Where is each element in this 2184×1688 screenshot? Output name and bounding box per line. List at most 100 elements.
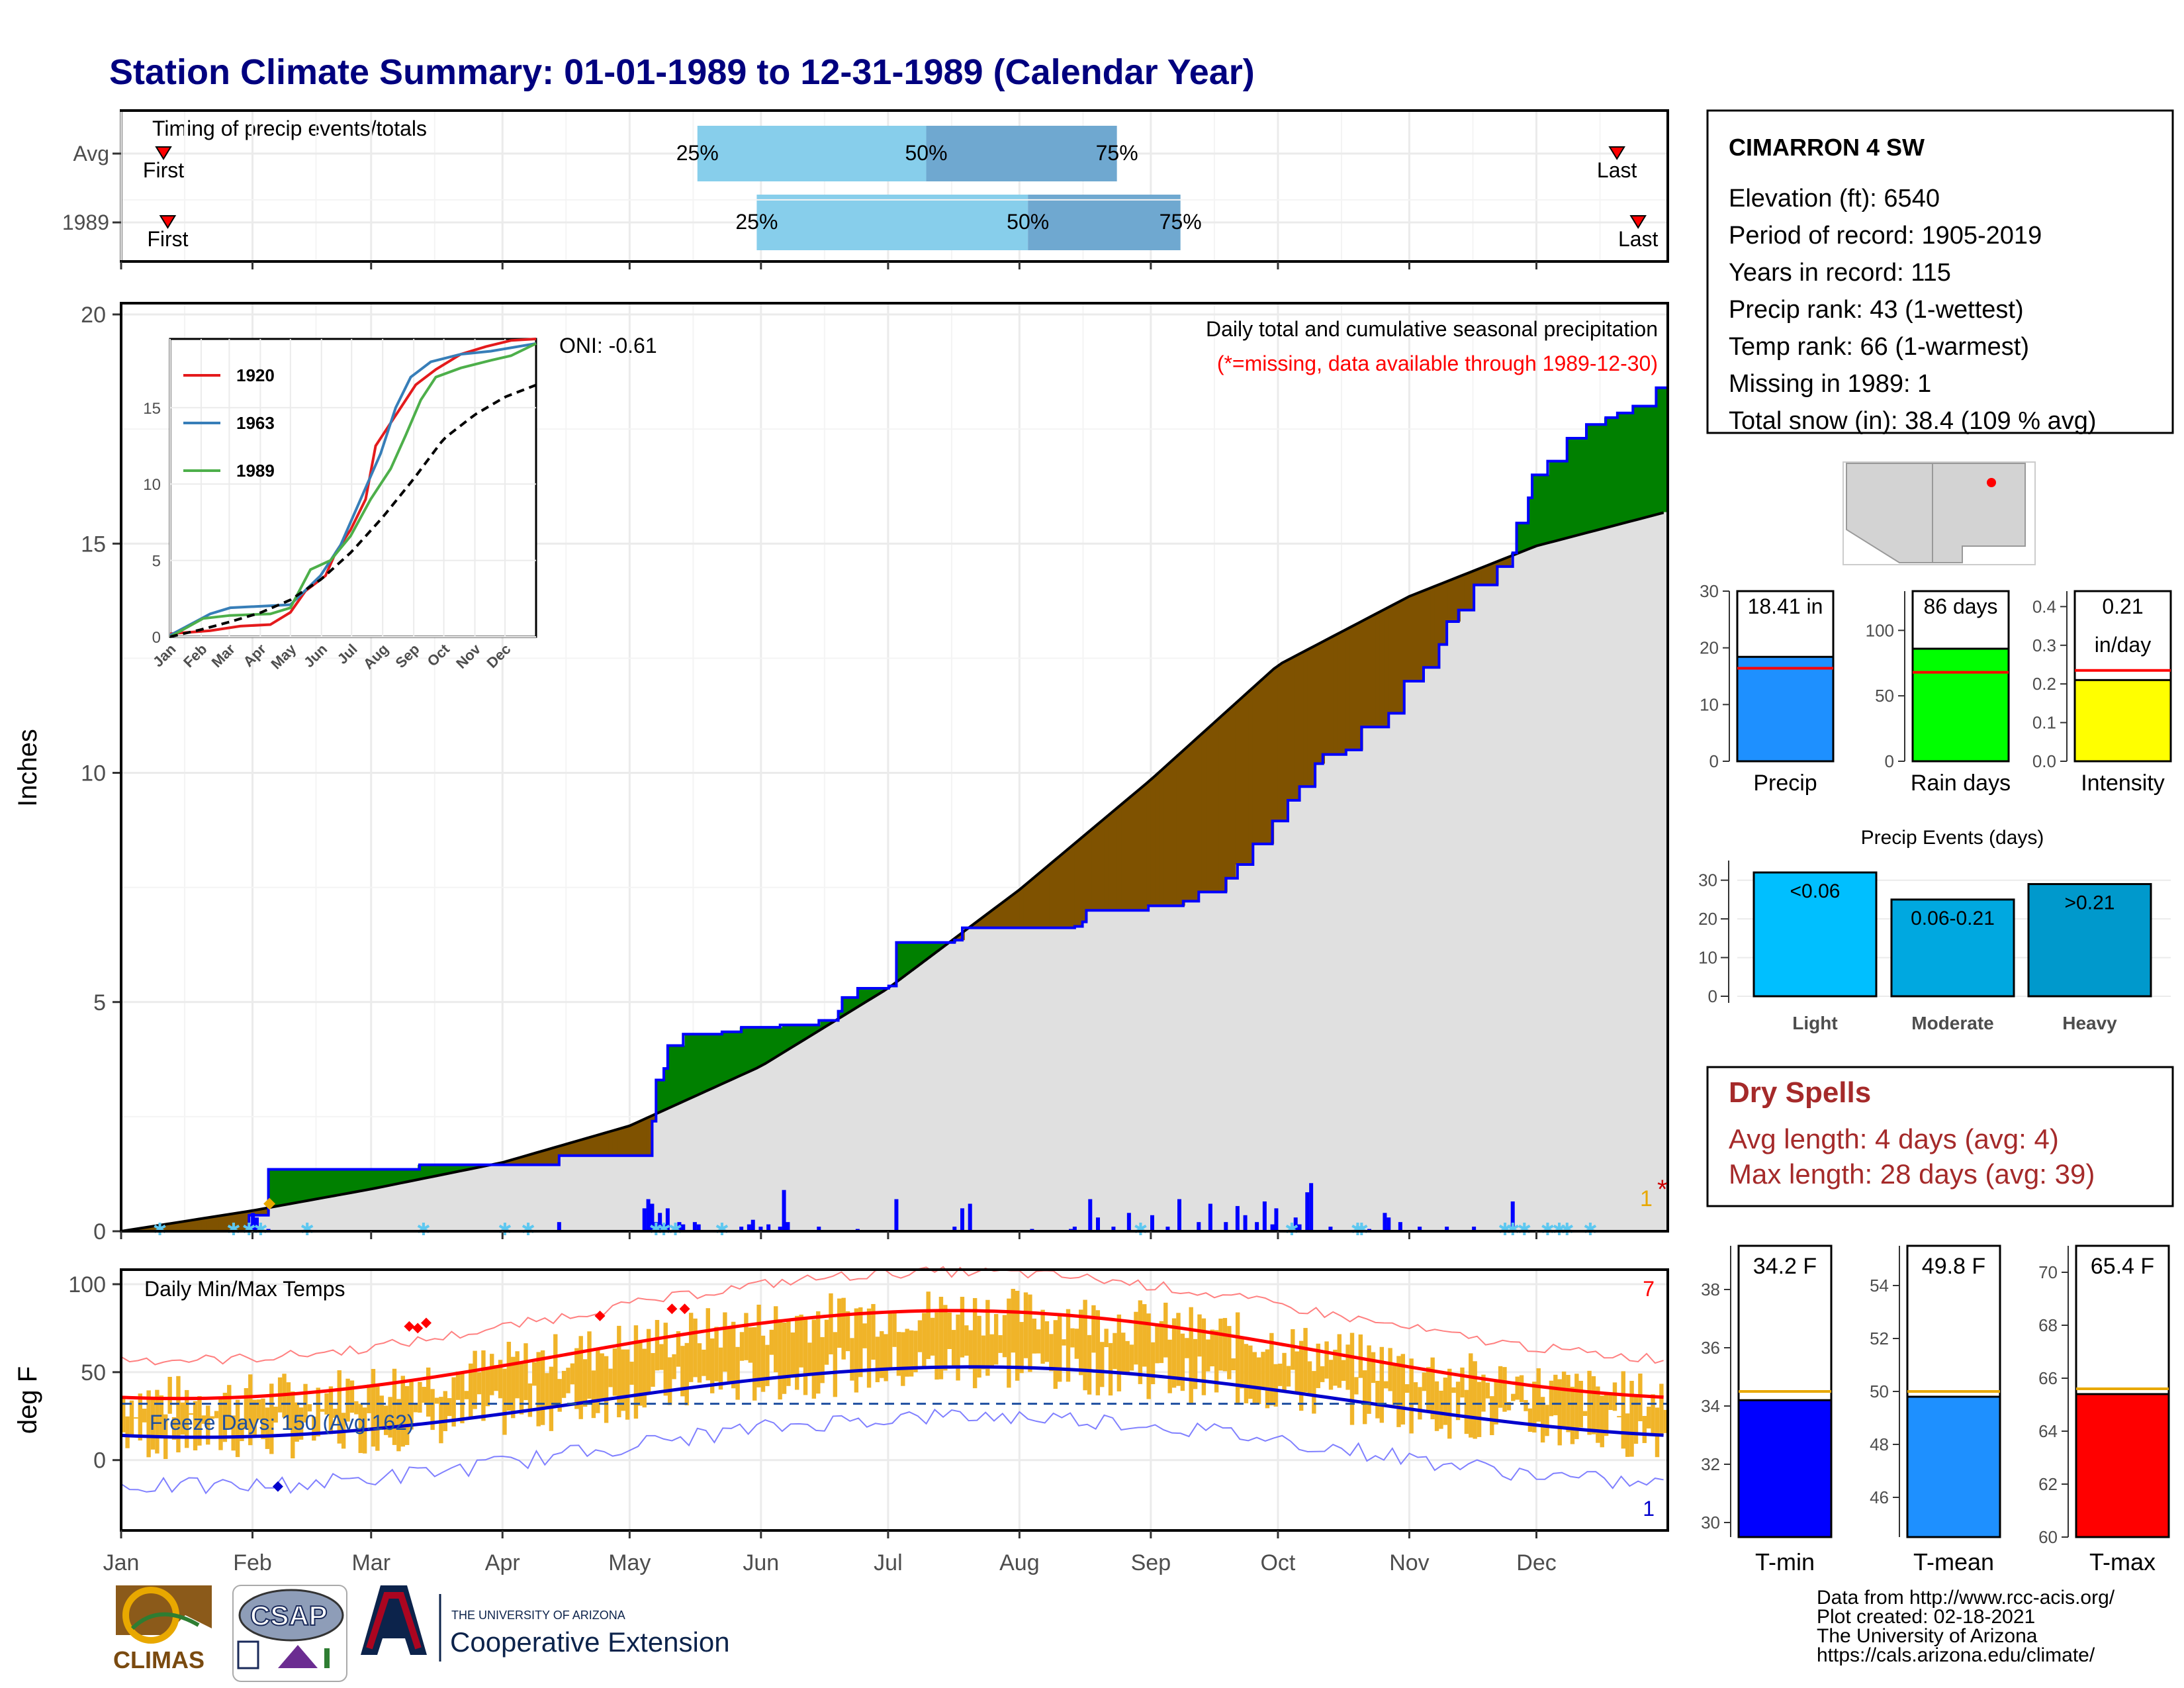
snow-day-marker: ✱ <box>1351 1219 1365 1239</box>
above-avg-fill <box>383 1169 388 1186</box>
snow-day-marker: ✱ <box>1285 1219 1299 1239</box>
daily-temp-range-bar <box>1146 1313 1151 1399</box>
above-avg-fill <box>443 1164 448 1174</box>
daily-temp-range-bar <box>1570 1386 1575 1444</box>
daily-temp-range-bar <box>404 1385 410 1445</box>
above-avg-fill <box>320 1169 325 1198</box>
daily-temp-range-bar <box>1159 1321 1164 1364</box>
daily-temp-range-bar <box>337 1370 341 1444</box>
locator-map <box>1843 461 2036 565</box>
temp-bar-tick: 64 <box>2038 1421 2058 1441</box>
above-avg-fill <box>1659 387 1664 514</box>
above-avg-fill <box>922 942 927 962</box>
daily-precip-bar <box>1293 1217 1298 1231</box>
map-state-arizona <box>1846 463 1933 563</box>
daily-temp-range-bar <box>464 1391 469 1399</box>
daily-temp-range-bar <box>1235 1312 1240 1404</box>
below-avg-fill <box>1439 583 1444 645</box>
daily-temp-range-bar <box>1074 1329 1079 1359</box>
above-avg-fill <box>739 1027 745 1075</box>
events-bar-label: 0.06-0.21 <box>1911 908 1995 929</box>
above-avg-fill <box>824 1020 829 1026</box>
below-avg-fill <box>1265 675 1270 844</box>
daily-temp-range-bar <box>392 1368 397 1445</box>
below-avg-fill <box>193 1219 198 1231</box>
above-avg-fill <box>460 1164 465 1171</box>
below-avg-fill <box>231 1213 236 1231</box>
daily-precip-bar <box>1126 1213 1131 1231</box>
daily-temp-range-bar <box>358 1403 363 1454</box>
daily-temp-range-bar <box>638 1340 643 1406</box>
daily-temp-range-bar <box>1434 1381 1439 1431</box>
record-low-count: 1 <box>1643 1497 1655 1521</box>
daily-temp-range-bar <box>1002 1315 1007 1358</box>
daily-temp-range-bar <box>1388 1348 1392 1391</box>
daily-temp-range-bar <box>1218 1318 1223 1371</box>
below-avg-fill <box>1104 817 1109 911</box>
daily-temp-range-bar <box>349 1380 355 1413</box>
below-avg-fill <box>1058 856 1063 928</box>
daily-temp-range-bar <box>345 1378 350 1422</box>
record-high-marker <box>404 1321 415 1332</box>
below-avg-fill <box>227 1214 232 1231</box>
daily-temp-range-bar <box>1337 1334 1342 1388</box>
daily-temp-range-bar <box>922 1313 927 1367</box>
below-avg-fill <box>549 1148 554 1165</box>
daily-temp-range-bar <box>185 1389 189 1448</box>
below-avg-fill <box>1125 799 1130 911</box>
timing-first-marker <box>159 215 177 229</box>
below-avg-fill <box>1506 557 1512 567</box>
daily-precip-bar <box>255 1217 259 1231</box>
daily-temp-range-bar <box>739 1332 745 1361</box>
above-avg-fill <box>790 1025 796 1047</box>
mini-bar-tick: 30 <box>1700 581 1719 601</box>
above-avg-fill <box>858 988 864 1006</box>
below-avg-fill <box>621 1127 626 1156</box>
below-avg-fill <box>1185 747 1190 902</box>
daily-temp-range-bar <box>930 1317 935 1356</box>
above-avg-fill <box>367 1169 372 1190</box>
above-avg-fill <box>473 1164 478 1168</box>
daily-temp-range-bar <box>371 1369 376 1447</box>
below-avg-fill <box>176 1222 181 1231</box>
daily-temp-range-bar <box>240 1419 244 1442</box>
daily-temp-range-bar <box>600 1353 604 1400</box>
daily-temp-range-bar <box>862 1323 867 1348</box>
below-avg-fill <box>1113 810 1118 911</box>
above-avg-fill <box>324 1169 330 1197</box>
daily-temp-range-bar <box>1108 1342 1113 1396</box>
below-avg-fill <box>1087 831 1092 911</box>
events-category: Light <box>1792 1013 1837 1033</box>
daily-temp-range-bar <box>1210 1329 1214 1367</box>
below-avg-fill <box>956 935 961 941</box>
above-avg-fill <box>769 1027 774 1060</box>
above-avg-fill <box>1642 406 1647 518</box>
precip-y-tick: 15 <box>81 532 106 557</box>
temp-bar-value-label: 49.8 F <box>1922 1254 1985 1279</box>
above-avg-fill <box>298 1169 304 1202</box>
daily-temp-range-bar <box>1185 1338 1189 1358</box>
daily-temp-range-bar <box>261 1398 265 1440</box>
daily-temp-range-bar <box>167 1376 172 1414</box>
daily-temp-range-bar <box>1095 1310 1101 1395</box>
below-avg-fill <box>617 1129 622 1156</box>
daily-temp-range-bar <box>460 1371 465 1424</box>
above-avg-fill <box>1566 438 1571 538</box>
daily-precip-bar <box>1224 1222 1228 1231</box>
below-avg-fill <box>638 1121 643 1156</box>
daily-temp-range-bar <box>917 1320 923 1352</box>
daily-temp-range-bar <box>1587 1370 1592 1435</box>
above-avg-fill <box>697 1034 702 1094</box>
below-avg-fill <box>1201 731 1206 892</box>
daily-temp-range-bar <box>845 1311 850 1352</box>
daily-precip-bar <box>1177 1199 1181 1231</box>
temp-bar-category: T-mean <box>1913 1548 1994 1575</box>
below-avg-fill <box>582 1139 588 1156</box>
daily-temp-range-bar <box>633 1325 639 1419</box>
below-avg-fill <box>1176 755 1181 906</box>
month-label: Dec <box>1516 1550 1556 1575</box>
daily-precip-bar <box>1274 1208 1279 1231</box>
daily-precip-bar <box>696 1224 701 1231</box>
daily-precip-bar <box>1096 1217 1100 1231</box>
above-avg-fill <box>841 997 846 1016</box>
